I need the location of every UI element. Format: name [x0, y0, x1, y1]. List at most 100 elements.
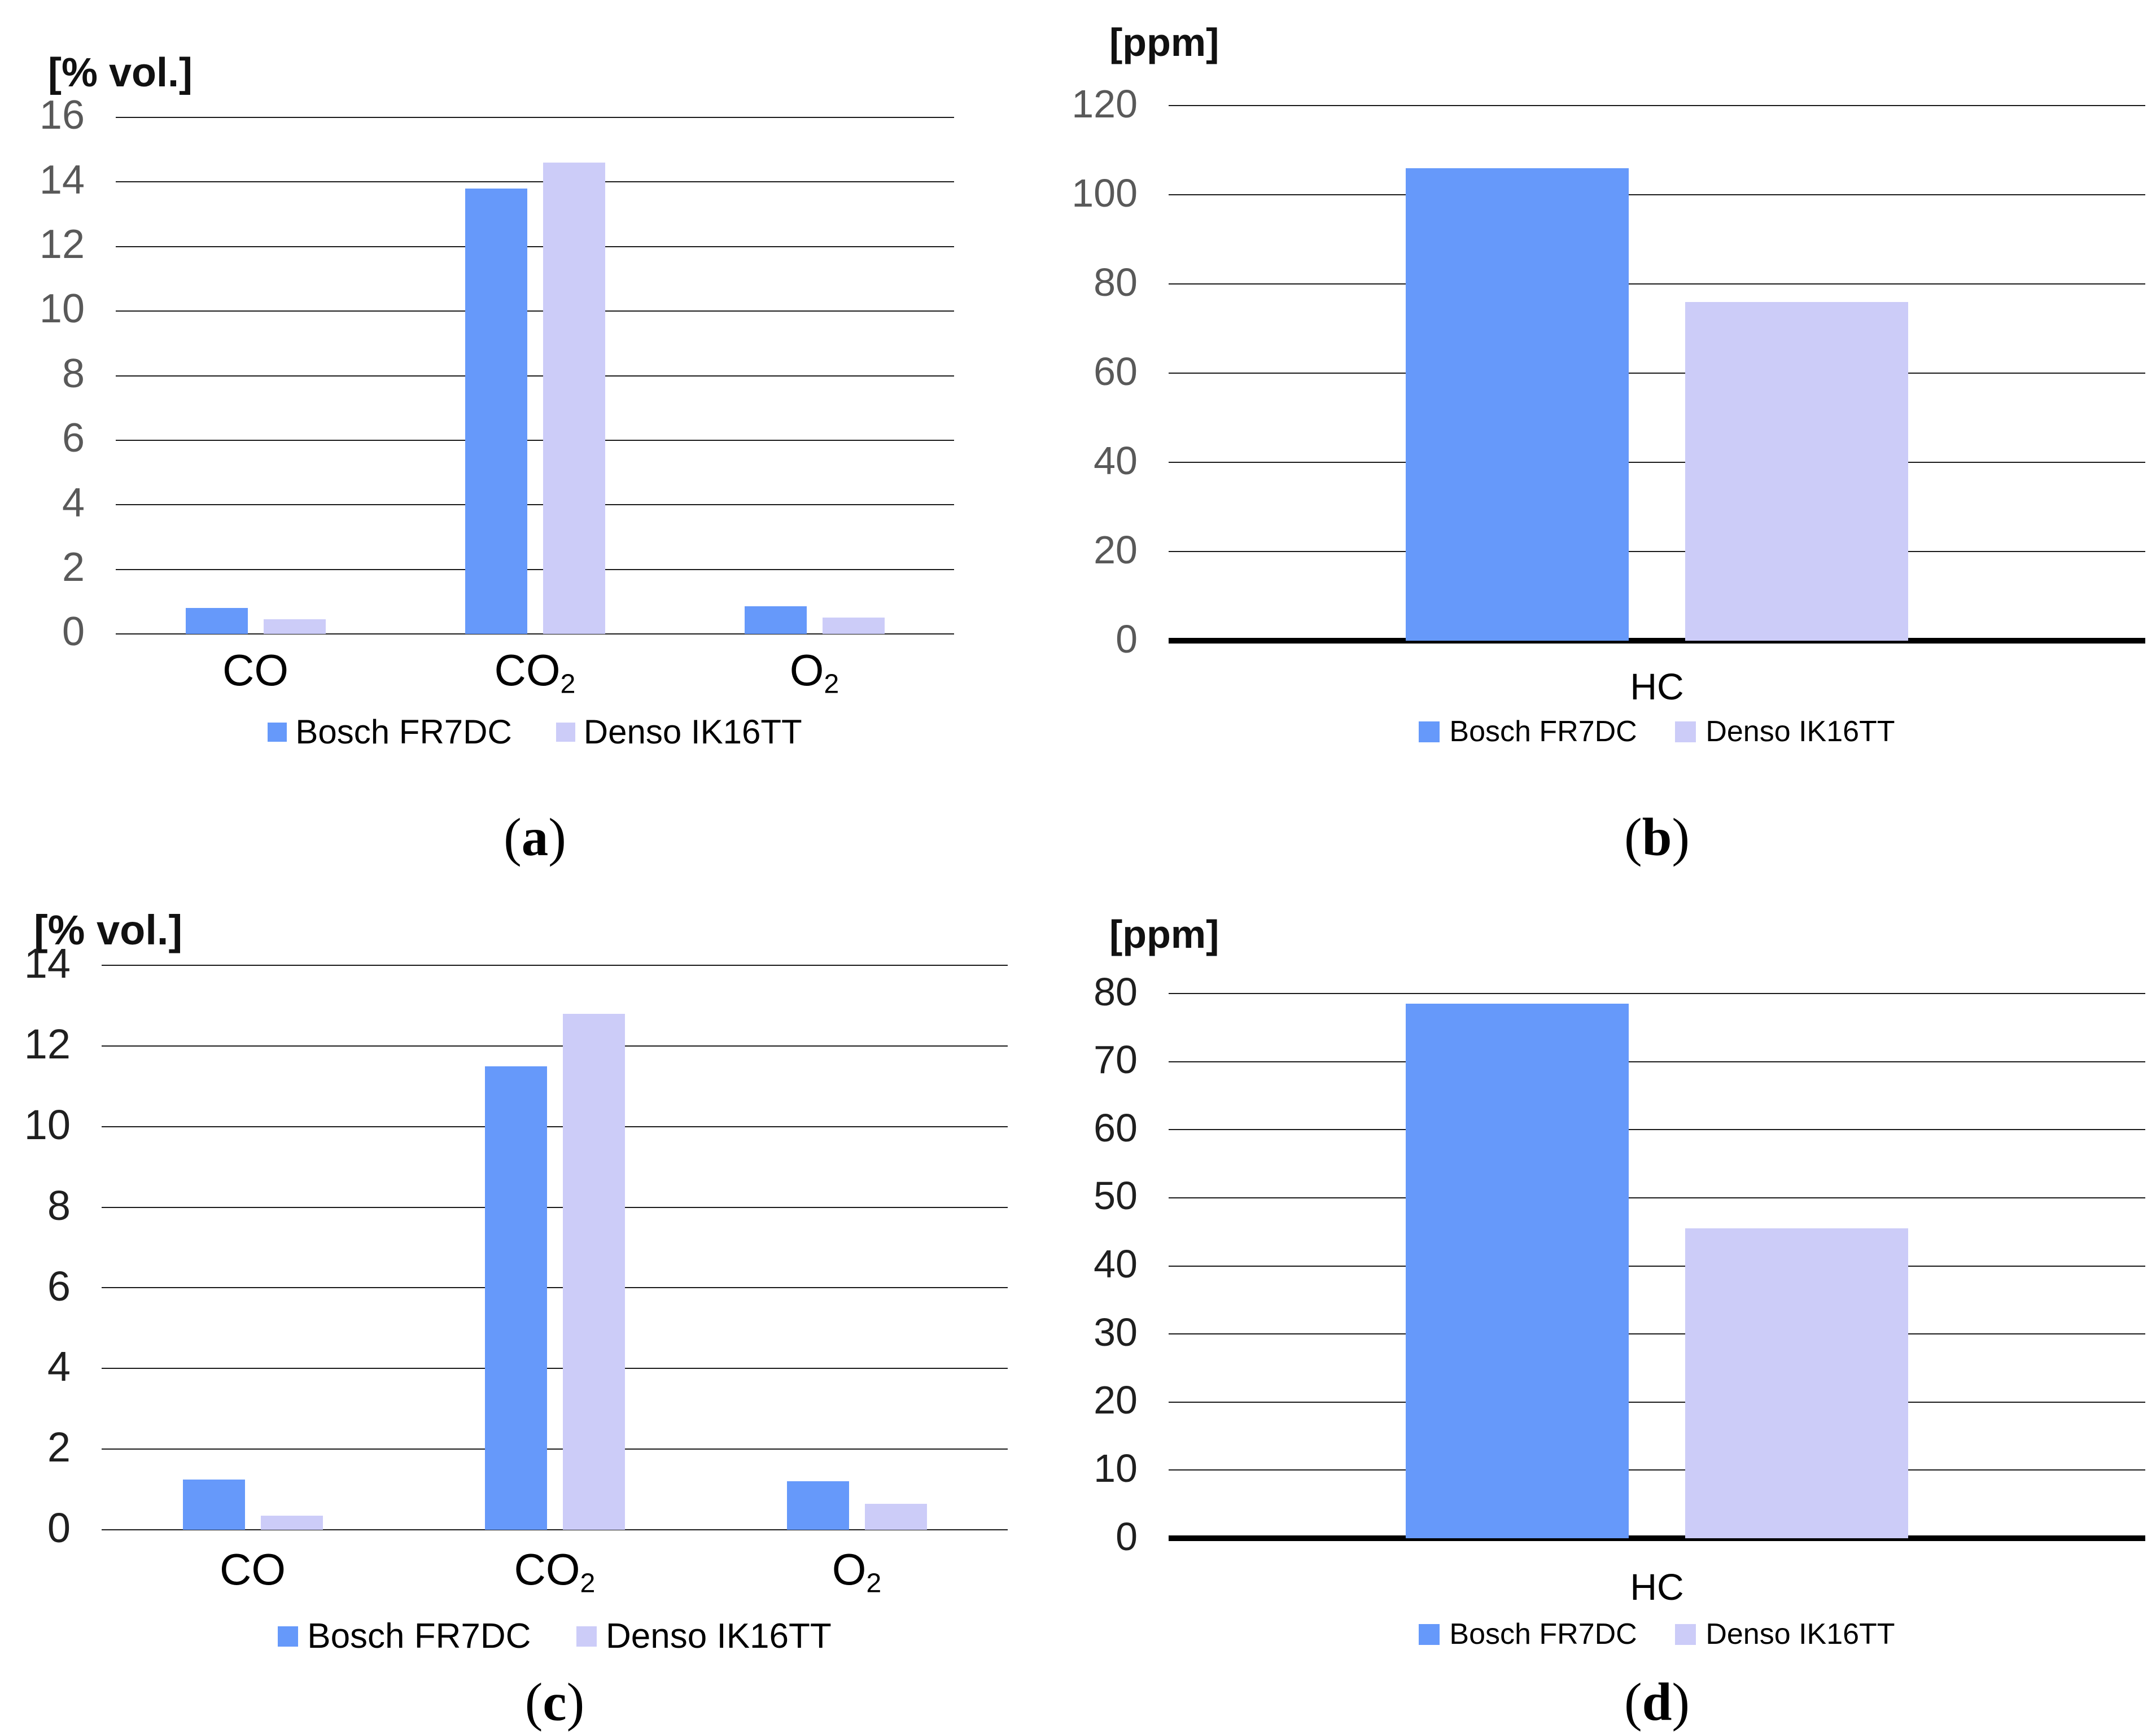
legend-label: Denso IK16TT [1705, 715, 1895, 748]
chart-panel-b: [ppm] (b) 120 100 80 60 40 20 0 HC Bosch FR7DC De… [1072, 0, 2156, 868]
y-tick-label: 14 [39, 157, 85, 203]
y-tick-label: 70 [1094, 1038, 1138, 1082]
y-tick-label: 6 [47, 1262, 71, 1310]
figure-caption: (d) [1169, 1671, 2145, 1733]
y-tick-label: 10 [24, 1101, 71, 1148]
gridline [116, 375, 954, 377]
bar-denso-ik16tt [264, 619, 326, 634]
category-text: CO [222, 645, 288, 695]
gridline [1169, 1197, 2145, 1198]
chart-panel-c: [% vol.] (c) 14 12 10 8 6 4 2 0 CO CO2 O2 Bosch FR7… [0, 866, 1078, 1733]
gridline [116, 504, 954, 505]
bar-denso-ik16tt [563, 1014, 625, 1530]
y-tick-label: 10 [39, 286, 85, 332]
legend-entry: Bosch FR7DC [278, 1616, 531, 1656]
bar-denso-ik16tt [823, 618, 885, 634]
y-tick-label: 120 [1072, 81, 1138, 126]
category-subscript: 2 [560, 668, 576, 699]
gridline [102, 1287, 1008, 1288]
y-tick-label: 2 [47, 1424, 71, 1471]
y-tick-label: 12 [24, 1020, 71, 1067]
gridline [1169, 1129, 2145, 1130]
legend-label: Bosch FR7DC [295, 713, 512, 751]
y-axis-unit-label: [% vol.] [48, 50, 193, 95]
caption-paren-close: ) [1672, 1672, 1690, 1732]
caption-paren-close: ) [1672, 807, 1690, 867]
category-subscript: 2 [824, 668, 839, 699]
x-category-label: CO [222, 645, 288, 696]
gridline [102, 1045, 1008, 1047]
gridline [102, 1126, 1008, 1127]
legend-swatch-denso-ik16tt [1675, 1623, 1696, 1645]
gridline [102, 1529, 1008, 1530]
category-text: O [832, 1544, 867, 1594]
bar-bosch-fr7dc [465, 189, 527, 634]
category-text: CO [514, 1544, 580, 1594]
legend-entry: Denso IK16TT [1675, 715, 1895, 749]
gridline [1169, 373, 2145, 374]
category-subscript: 2 [580, 1568, 596, 1599]
category-text: CO [220, 1544, 286, 1594]
category-subscript: 2 [866, 1568, 882, 1599]
gridline [1169, 1266, 2145, 1267]
legend-label: Bosch FR7DC [1449, 715, 1637, 748]
y-tick-label: 0 [47, 1504, 71, 1552]
legend-entry: Denso IK16TT [1675, 1617, 1895, 1651]
y-tick-label: 30 [1094, 1310, 1138, 1354]
y-tick-label: 12 [39, 222, 85, 268]
gridline [116, 310, 954, 312]
legend-entry: Bosch FR7DC [1419, 715, 1637, 749]
bar-bosch-fr7dc [485, 1066, 547, 1530]
legend-entry: Bosch FR7DC [268, 712, 512, 751]
legend: Bosch FR7DC Denso IK16TT [1169, 715, 2145, 749]
caption-paren-open: ( [504, 807, 522, 867]
y-tick-label: 0 [1116, 1514, 1138, 1559]
y-axis-unit-label: [ppm] [1109, 20, 1219, 64]
category-text: O [789, 645, 824, 695]
x-category-label: O2 [832, 1544, 882, 1599]
legend-entry: Denso IK16TT [556, 712, 802, 751]
gridline [1169, 462, 2145, 463]
bar-denso-ik16tt [261, 1516, 323, 1530]
y-tick-label: 60 [1094, 1105, 1138, 1150]
gridline [1169, 1333, 2145, 1334]
gridline [116, 633, 954, 634]
legend-entry: Denso IK16TT [576, 1616, 832, 1656]
legend-swatch-denso-ik16tt [576, 1626, 597, 1647]
x-axis-line [1169, 1535, 2145, 1541]
gridline [116, 569, 954, 570]
legend-label: Bosch FR7DC [307, 1617, 531, 1656]
caption-paren-open: ( [524, 1672, 543, 1732]
caption-letter: d [1642, 1672, 1672, 1732]
y-axis-unit-label: [% vol.] [34, 907, 183, 953]
caption-paren-open: ( [1624, 807, 1642, 867]
legend-swatch-bosch-fr7dc [278, 1626, 299, 1647]
y-tick-label: 20 [1094, 527, 1138, 572]
y-tick-label: 8 [62, 351, 85, 396]
plot-area [1169, 105, 2145, 644]
bar-bosch-fr7dc [745, 606, 807, 634]
category-text: HC [1630, 666, 1684, 707]
y-tick-label: 80 [1094, 969, 1138, 1014]
legend-swatch-bosch-fr7dc [1419, 721, 1440, 742]
caption-paren-close: ) [566, 1672, 585, 1732]
y-tick-label: 60 [1094, 349, 1138, 393]
y-tick-label: 8 [47, 1181, 71, 1229]
y-tick-label: 40 [1094, 438, 1138, 483]
x-category-label: CO [220, 1544, 286, 1595]
y-tick-label: 0 [62, 609, 85, 655]
bar-denso-ik16tt [1685, 302, 1908, 641]
figure-caption: (c) [102, 1671, 1008, 1733]
gridline [102, 1448, 1008, 1450]
gridline [1169, 993, 2145, 994]
figure-caption: (b) [1169, 806, 2145, 868]
category-text: CO [494, 645, 561, 695]
caption-paren-close: ) [548, 807, 566, 867]
gridline [1169, 105, 2145, 106]
legend: Bosch FR7DC Denso IK16TT [102, 1616, 1008, 1656]
gridline [102, 1207, 1008, 1208]
legend-label: Denso IK16TT [583, 713, 802, 751]
gridline [1169, 194, 2145, 195]
y-tick-label: 50 [1094, 1174, 1138, 1218]
legend-swatch-denso-ik16tt [1675, 721, 1696, 742]
